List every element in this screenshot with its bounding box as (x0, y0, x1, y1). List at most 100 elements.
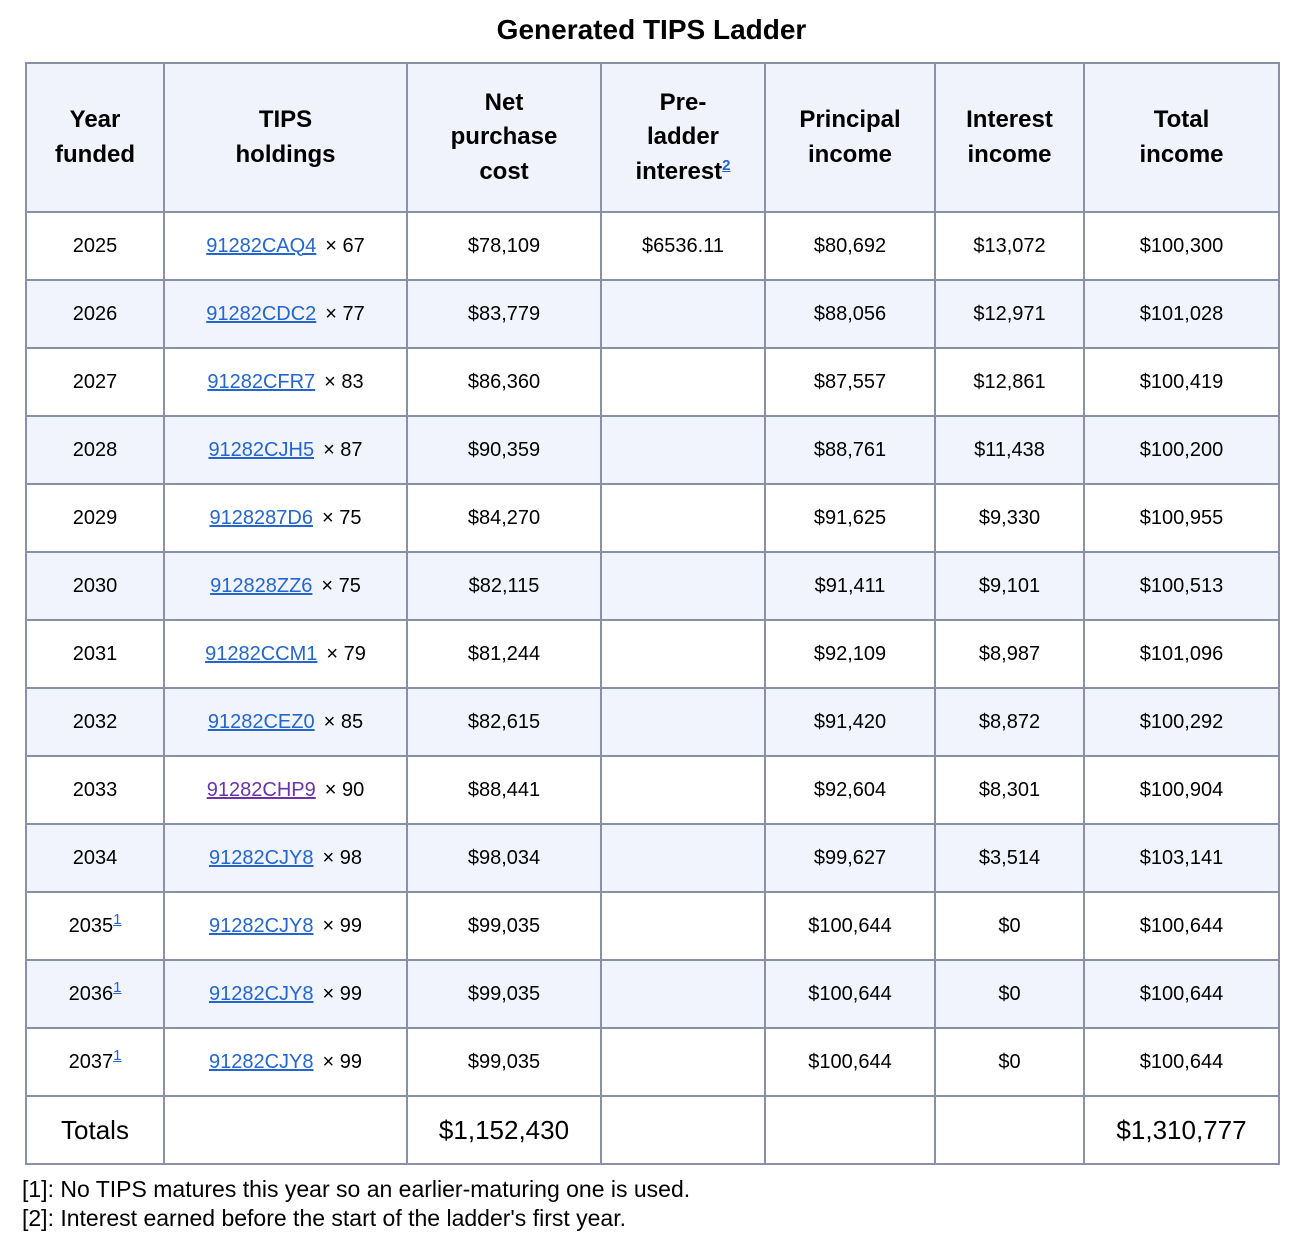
net-purchase-cost-cell: $83,779 (406, 279, 602, 349)
cusip-link[interactable]: 912828ZZ6 (210, 574, 313, 597)
principal-income-cell: $92,604 (764, 755, 936, 825)
net-purchase-cost-cell: $81,244 (406, 619, 602, 689)
pre-ladder-interest-cell (600, 959, 766, 1029)
table-row: 2027 91282CFR7 × 83 $86,360 $87,557 $12,8… (25, 347, 1280, 417)
principal-income-cell: $91,625 (764, 483, 936, 553)
header-label: Principal income (799, 106, 901, 168)
interest-income-cell: $8,301 (934, 755, 1085, 825)
footnotes: [1]: No TIPS matures this year so an ear… (22, 1175, 1316, 1233)
header-pre-ladder-interest: Pre- ladder interest2 (600, 62, 766, 213)
table-row: 2033 91282CHP9 × 90 $88,441 $92,604 $8,30… (25, 755, 1280, 825)
cusip-link[interactable]: 91282CJY8 (208, 1050, 314, 1073)
principal-income-cell: $87,557 (764, 347, 936, 417)
total-income-cell: $103,141 (1083, 823, 1280, 893)
year-funded-cell: 2026 (25, 279, 165, 349)
interest-income-cell: $0 (934, 959, 1085, 1029)
year-footnote-ref: 1 (113, 909, 121, 928)
cusip-link[interactable]: 91282CJY8 (208, 914, 314, 937)
year-funded-cell: 20361 (25, 959, 165, 1029)
cusip-link[interactable]: 91282CFR7 (207, 370, 316, 393)
year-label: 2036 (68, 982, 114, 1005)
net-purchase-cost-cell: $99,035 (406, 1027, 602, 1097)
year-footnote-ref: 1 (113, 1045, 121, 1064)
tips-holdings-cell: 91282CAQ4 × 67 (163, 211, 408, 281)
totals-empty-cell (600, 1095, 766, 1165)
net-purchase-cost-cell: $99,035 (406, 959, 602, 1029)
principal-income-cell: $100,644 (764, 1027, 936, 1097)
total-income-cell: $101,096 (1083, 619, 1280, 689)
total-income-cell: $100,300 (1083, 211, 1280, 281)
totals-empty-cell (163, 1095, 408, 1165)
totals-empty-cell (934, 1095, 1085, 1165)
header-label: Interest income (966, 106, 1053, 168)
interest-income-cell: $8,987 (934, 619, 1085, 689)
tips-holdings-cell: 91282CDC2 × 77 (163, 279, 408, 349)
quantity-label: × 90 (324, 778, 365, 801)
footnote-2-link[interactable]: 2 (722, 156, 731, 174)
year-funded-cell: 2034 (25, 823, 165, 893)
table-row: 2025 91282CAQ4 × 67 $78,109 $6536.11 $80,… (25, 211, 1280, 281)
table-row: 2028 91282CJH5 × 87 $90,359 $88,761 $11,4… (25, 415, 1280, 485)
cusip-link[interactable]: 91282CCM1 (205, 642, 318, 665)
quantity-label: × 75 (321, 574, 361, 597)
pre-ladder-interest-cell (600, 551, 766, 621)
quantity-label: × 99 (322, 982, 362, 1005)
cusip-link[interactable]: 9128287D6 (209, 506, 313, 529)
quantity-label: × 83 (324, 370, 364, 393)
total-income-cell: $100,292 (1083, 687, 1280, 757)
interest-income-cell: $8,872 (934, 687, 1085, 757)
page-title: Generated TIPS Ladder (496, 14, 807, 45)
year-label: 2034 (72, 846, 118, 869)
year-funded-cell: 20371 (25, 1027, 165, 1097)
year-funded-cell: 2032 (25, 687, 165, 757)
table-body: 2025 91282CAQ4 × 67 $78,109 $6536.11 $80,… (25, 211, 1280, 1097)
table-row: 20351 91282CJY8 × 99 $99,035 $100,644 $0 … (25, 891, 1280, 961)
year-label: 2028 (72, 438, 118, 461)
header-tips-holdings: TIPS holdings (163, 62, 408, 213)
cusip-link[interactable]: 91282CHP9 (206, 778, 316, 801)
cusip-link[interactable]: 91282CJH5 (208, 438, 315, 461)
footnote-1-link[interactable]: 1 (113, 1046, 122, 1064)
year-funded-cell: 2027 (25, 347, 165, 417)
table-row: 2026 91282CDC2 × 77 $83,779 $88,056 $12,9… (25, 279, 1280, 349)
footnote-1-link[interactable]: 1 (113, 978, 122, 996)
tips-holdings-cell: 91282CCM1 × 79 (163, 619, 408, 689)
year-label: 2031 (72, 642, 118, 665)
table-row: 20361 91282CJY8 × 99 $99,035 $100,644 $0 … (25, 959, 1280, 1029)
total-income-cell: $100,513 (1083, 551, 1280, 621)
totals-label-cell: Totals (25, 1095, 165, 1165)
quantity-label: × 98 (322, 846, 362, 869)
header-label: Year funded (55, 106, 135, 168)
cusip-link[interactable]: 91282CJY8 (208, 846, 314, 869)
tips-ladder-table: Year funded TIPS holdings Net purchase c… (25, 62, 1280, 1165)
table-footer: Totals $1,152,430 $1,310,777 (25, 1095, 1280, 1165)
footnote-1-link[interactable]: 1 (113, 910, 122, 928)
total-income-cell: $100,644 (1083, 1027, 1280, 1097)
quantity-label: × 99 (322, 1050, 362, 1073)
quantity-label: × 85 (323, 710, 364, 733)
cusip-link[interactable]: 91282CDC2 (206, 302, 317, 325)
total-income-cell: $100,955 (1083, 483, 1280, 553)
quantity-label: × 87 (323, 438, 363, 461)
interest-income-cell: $12,971 (934, 279, 1085, 349)
tips-holdings-cell: 91282CJY8 × 99 (163, 959, 408, 1029)
header-label: Net purchase cost (450, 89, 558, 185)
net-purchase-cost-cell: $78,109 (406, 211, 602, 281)
total-income-cell: $100,904 (1083, 755, 1280, 825)
quantity-label: × 77 (325, 302, 365, 325)
principal-income-cell: $91,420 (764, 687, 936, 757)
cusip-link[interactable]: 91282CJY8 (208, 982, 314, 1005)
total-income-cell: $101,028 (1083, 279, 1280, 349)
cusip-link[interactable]: 91282CAQ4 (206, 234, 317, 257)
year-label: 2033 (72, 778, 118, 801)
footnote-2: [2]: Interest earned before the start of… (22, 1205, 626, 1232)
totals-empty-cell (764, 1095, 936, 1165)
net-purchase-cost-cell: $84,270 (406, 483, 602, 553)
quantity-label: × 67 (325, 234, 365, 257)
year-funded-cell: 2025 (25, 211, 165, 281)
tips-holdings-cell: 91282CJY8 × 98 (163, 823, 408, 893)
header-net-purchase-cost: Net purchase cost (406, 62, 602, 213)
header-label: Total income (1139, 106, 1224, 168)
cusip-link[interactable]: 91282CEZ0 (207, 710, 315, 733)
